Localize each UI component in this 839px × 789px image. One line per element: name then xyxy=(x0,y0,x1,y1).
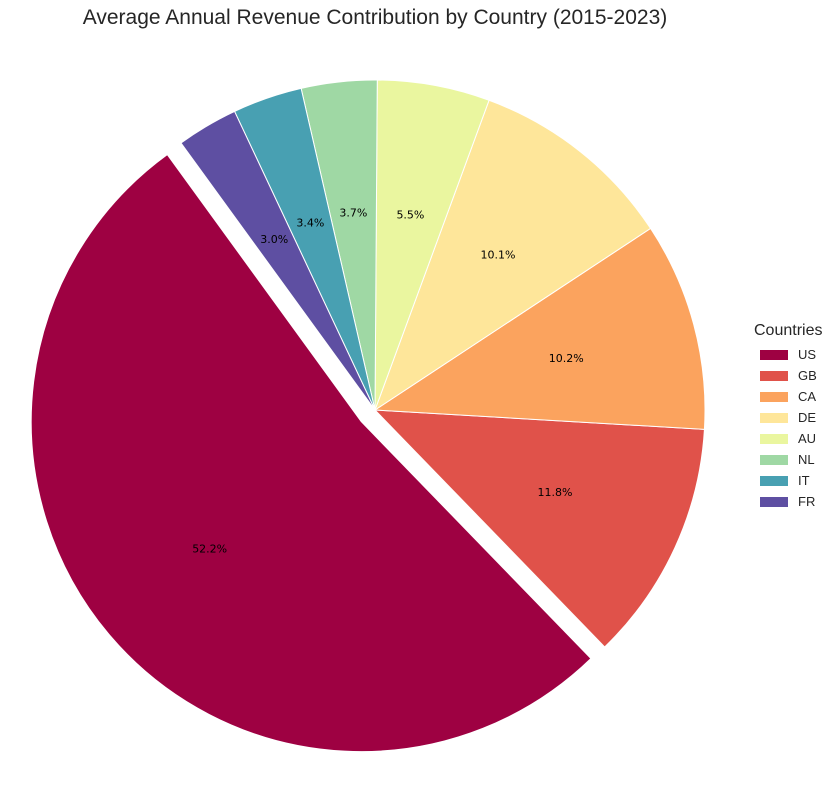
legend-swatch xyxy=(760,454,788,465)
legend-item-de: DE xyxy=(760,407,838,428)
chart-title: Average Annual Revenue Contribution by C… xyxy=(82,6,668,29)
legend-label: CA xyxy=(798,389,817,404)
legend-item-it: IT xyxy=(760,470,838,491)
legend-swatch xyxy=(760,349,788,360)
legend-item-gb: GB xyxy=(760,365,838,386)
pie-label-ca: 10.2% xyxy=(549,352,584,365)
pie-percent-labels: 52.2% 11.8% 10.2% 10.1% 5.5% 3.7% 3.4% 3.0% xyxy=(192,207,584,556)
pie-slice-us xyxy=(30,153,592,753)
pie-label-de: 10.1% xyxy=(481,248,516,261)
legend-item-nl: NL xyxy=(760,449,838,470)
legend-swatch xyxy=(760,391,788,402)
legend-swatch xyxy=(760,412,788,423)
pie-label-au: 5.5% xyxy=(396,209,424,222)
legend-label: IT xyxy=(798,473,810,488)
legend: Countries US GB CA DE AU NL IT FR xyxy=(752,322,838,512)
pie-label-it: 3.4% xyxy=(296,216,324,229)
pie-label-us: 52.2% xyxy=(192,542,227,555)
legend-label: GB xyxy=(798,368,817,383)
legend-label: NL xyxy=(798,452,815,467)
pie-label-nl: 3.7% xyxy=(339,207,367,220)
legend-items: US GB CA DE AU NL IT FR xyxy=(752,344,838,512)
legend-swatch xyxy=(760,496,788,507)
pie-slice-de xyxy=(374,99,652,412)
legend-label: US xyxy=(798,347,817,362)
pie-slice-ca xyxy=(373,227,706,430)
legend-label: FR xyxy=(798,494,816,509)
pie-slice-fr xyxy=(180,110,376,411)
legend-item-ca: CA xyxy=(760,386,838,407)
legend-item-us: US xyxy=(760,344,838,365)
legend-label: DE xyxy=(798,410,817,425)
legend-swatch xyxy=(760,370,788,381)
legend-title: Countries xyxy=(754,322,823,339)
legend-item-au: AU xyxy=(760,428,838,449)
pie-slices xyxy=(30,79,706,753)
legend-swatch xyxy=(760,433,788,444)
legend-item-fr: FR xyxy=(760,491,838,512)
legend-label: AU xyxy=(798,431,817,446)
pie-slice-gb xyxy=(373,409,705,648)
pie-label-fr: 3.0% xyxy=(260,233,288,246)
legend-swatch xyxy=(760,475,788,486)
pie-label-gb: 11.8% xyxy=(538,486,573,499)
